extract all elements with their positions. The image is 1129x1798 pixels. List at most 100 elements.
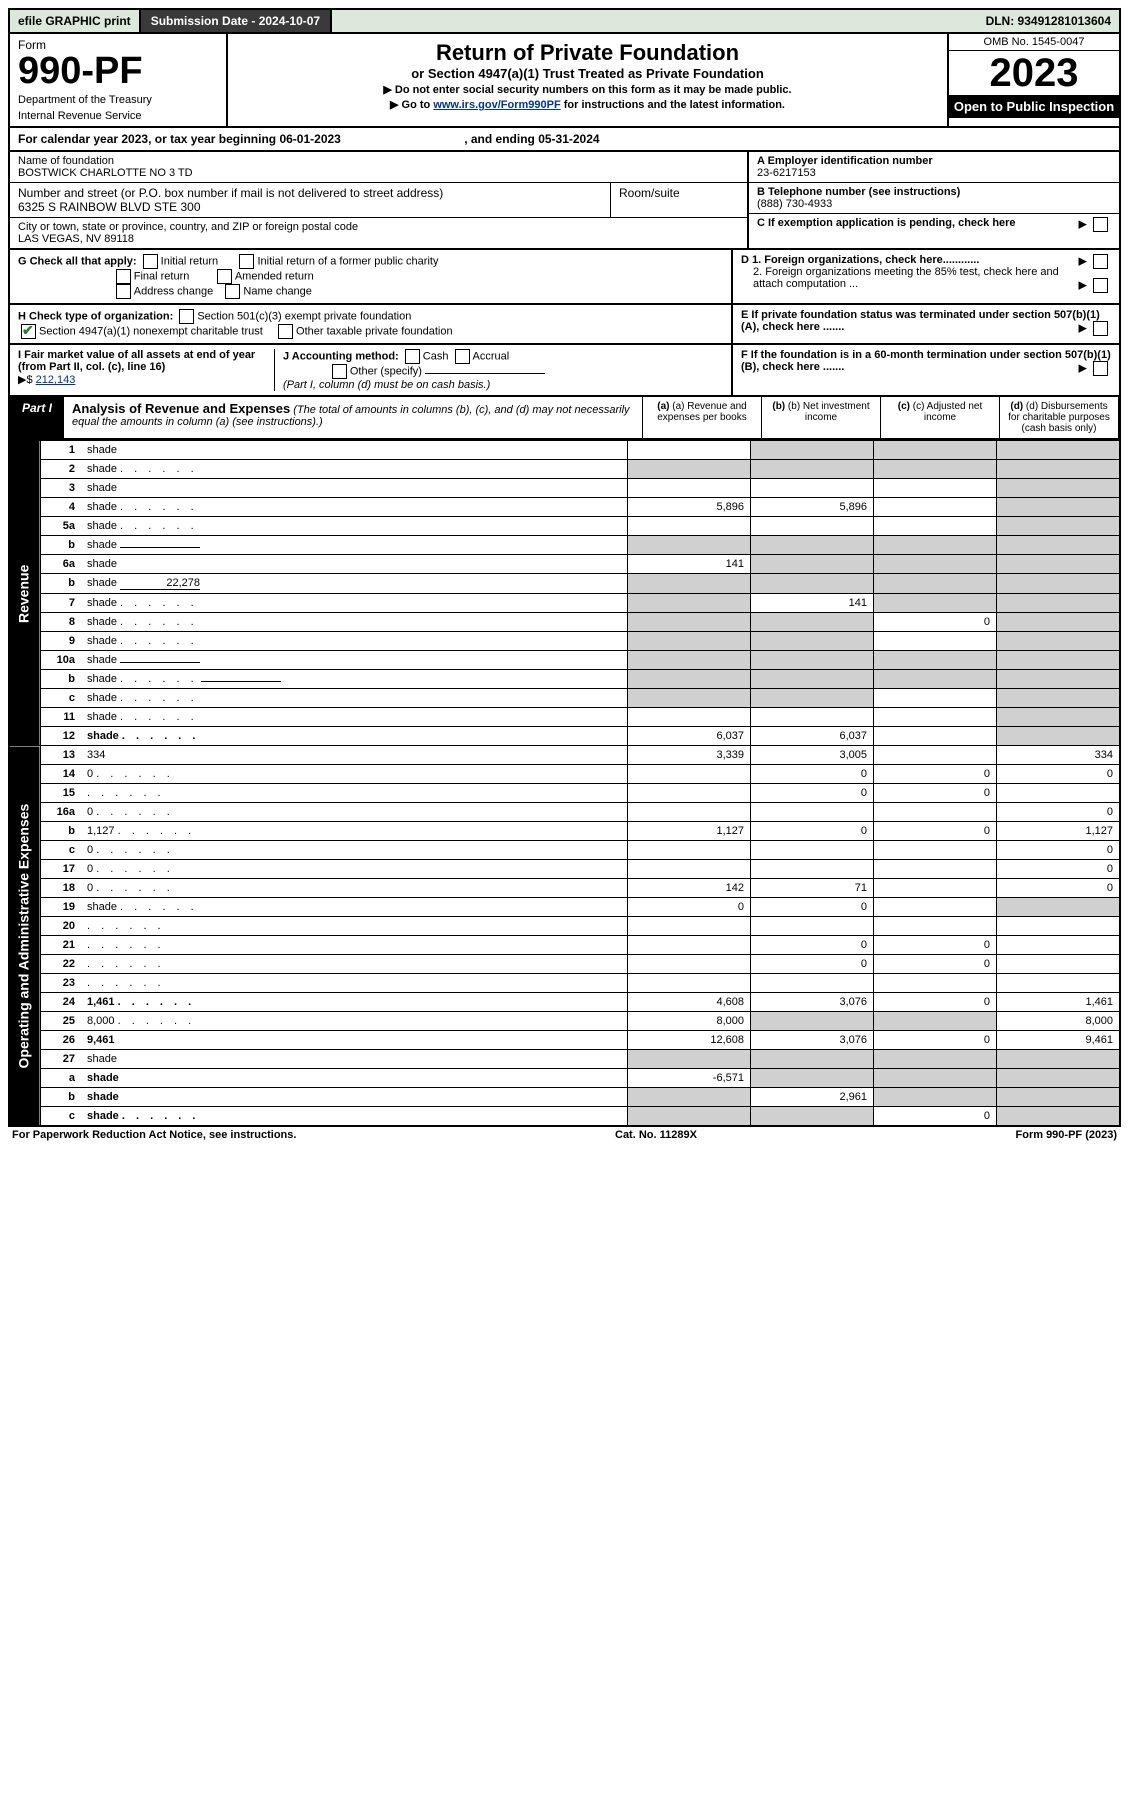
table-row: 9shade . . . . . .	[9, 632, 1120, 651]
value-cell: 6,037	[751, 727, 874, 746]
value-cell	[997, 955, 1121, 974]
table-row: cshade . . . . . .	[9, 689, 1120, 708]
table-row: 140 . . . . . .000	[9, 765, 1120, 784]
line-description: shade . . . . . .	[81, 898, 628, 917]
cb-f[interactable]	[1093, 361, 1108, 376]
cb-d1[interactable]	[1093, 254, 1108, 269]
value-cell: 5,896	[628, 498, 751, 517]
line-number: 4	[41, 498, 82, 517]
name-label: Name of foundation	[18, 155, 739, 167]
value-cell	[997, 784, 1121, 803]
cb-initial-return[interactable]	[143, 254, 158, 269]
line-number: c	[41, 1107, 82, 1127]
table-row: 10ashade	[9, 651, 1120, 670]
value-cell	[628, 765, 751, 784]
form-title: Return of Private Foundation	[236, 40, 939, 66]
table-row: bshade2,961	[9, 1088, 1120, 1107]
table-row: 21 . . . . . .00	[9, 936, 1120, 955]
line-description: shade . . . . . .	[81, 594, 628, 613]
value-cell	[874, 517, 997, 536]
value-cell: 6,037	[628, 727, 751, 746]
line-number: 15	[41, 784, 82, 803]
table-row: bshade 22,278	[9, 574, 1120, 594]
line-description: shade	[81, 441, 628, 460]
value-cell: -6,571	[628, 1069, 751, 1088]
c-label: C If exemption application is pending, c…	[757, 217, 1016, 229]
line-number: b	[41, 536, 82, 555]
line-number: 21	[41, 936, 82, 955]
table-row: cshade . . . . . . 0	[9, 1107, 1120, 1127]
city: LAS VEGAS, NV 89118	[18, 233, 739, 245]
revenue-side-label: Revenue	[9, 441, 41, 746]
line-number: 25	[41, 1012, 82, 1031]
line-number: 16a	[41, 803, 82, 822]
cb-final-return[interactable]	[116, 269, 131, 284]
value-cell: 5,896	[751, 498, 874, 517]
value-cell	[874, 841, 997, 860]
cb-other-method[interactable]	[332, 364, 347, 379]
section-g-d: G Check all that apply: Initial return I…	[8, 250, 1121, 305]
line-number: 26	[41, 1031, 82, 1050]
line-number: 20	[41, 917, 82, 936]
checkbox-c[interactable]	[1093, 217, 1108, 232]
table-row: 19shade . . . . . .00	[9, 898, 1120, 917]
line-description: 0 . . . . . .	[81, 765, 628, 784]
line-description: shade	[81, 1050, 628, 1069]
line-number: 5a	[41, 517, 82, 536]
cb-amended[interactable]	[217, 269, 232, 284]
cb-address-change[interactable]	[116, 284, 131, 299]
irs-link[interactable]: www.irs.gov/Form990PF	[433, 99, 560, 111]
value-cell: 0	[628, 898, 751, 917]
cb-other-taxable[interactable]	[278, 324, 293, 339]
value-cell: 8,000	[997, 1012, 1121, 1031]
value-cell: 0	[751, 765, 874, 784]
value-cell	[751, 708, 874, 727]
line-description: shade . . . . . .	[81, 632, 628, 651]
table-row: b1,127 . . . . . .1,127001,127	[9, 822, 1120, 841]
line-description: 0 . . . . . .	[81, 841, 628, 860]
line-number: c	[41, 689, 82, 708]
line-number: 13	[41, 746, 82, 765]
value-cell: 334	[997, 746, 1121, 765]
value-cell	[874, 746, 997, 765]
line-number: 17	[41, 860, 82, 879]
value-cell: 0	[874, 784, 997, 803]
e-label: E If private foundation status was termi…	[741, 309, 1100, 333]
line-description: shade . . . . . .	[81, 708, 628, 727]
value-cell: 0	[751, 898, 874, 917]
table-row: ashade-6,571	[9, 1069, 1120, 1088]
expenses-side-label: Operating and Administrative Expenses	[9, 746, 41, 1127]
cb-501c3[interactable]	[179, 309, 194, 324]
line-description: shade	[81, 536, 628, 555]
cb-accrual[interactable]	[455, 349, 470, 364]
line-description: shade	[81, 1088, 628, 1107]
fmv-amount[interactable]: 212,143	[36, 374, 76, 386]
line-description: shade . . . . . .	[81, 460, 628, 479]
table-row: 241,461 . . . . . .4,6083,07601,461	[9, 993, 1120, 1012]
value-cell	[874, 860, 997, 879]
line-description: 1,461 . . . . . .	[81, 993, 628, 1012]
line-description: shade . . . . . .	[81, 1107, 628, 1127]
value-cell: 0	[997, 879, 1121, 898]
line-description: 0 . . . . . .	[81, 803, 628, 822]
value-cell: 9,461	[997, 1031, 1121, 1050]
cb-initial-former[interactable]	[239, 254, 254, 269]
footer-left: For Paperwork Reduction Act Notice, see …	[12, 1129, 296, 1141]
top-bar: efile GRAPHIC print Submission Date - 20…	[8, 8, 1121, 34]
value-cell: 4,608	[628, 993, 751, 1012]
j-note: (Part I, column (d) must be on cash basi…	[283, 379, 490, 391]
cb-d2[interactable]	[1093, 278, 1108, 293]
value-cell	[628, 917, 751, 936]
cb-cash[interactable]	[405, 349, 420, 364]
value-cell: 0	[874, 936, 997, 955]
f-label: F If the foundation is in a 60-month ter…	[741, 349, 1111, 373]
table-row: 258,000 . . . . . .8,0008,000	[9, 1012, 1120, 1031]
cb-e[interactable]	[1093, 321, 1108, 336]
value-cell: 0	[874, 1107, 997, 1127]
cb-4947a1[interactable]	[21, 324, 36, 339]
line-description: shade 22,278	[81, 574, 628, 594]
table-row: 16a0 . . . . . . 0	[9, 803, 1120, 822]
table-row: 8shade . . . . . .0	[9, 613, 1120, 632]
value-cell: 0	[997, 803, 1121, 822]
cb-name-change[interactable]	[225, 284, 240, 299]
